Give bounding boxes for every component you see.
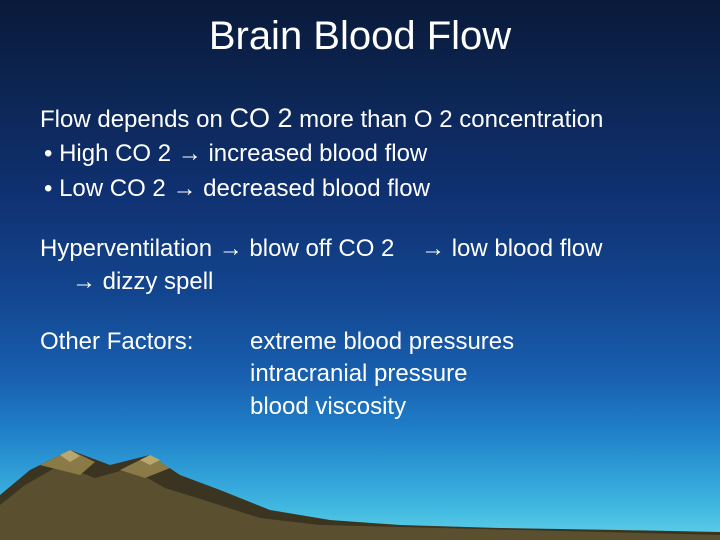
bullet-item: • High CO 2 → increased blood flow xyxy=(40,138,690,170)
factor-item: extreme blood pressures xyxy=(250,326,514,358)
factors-label: Other Factors: xyxy=(40,326,250,423)
mountains-decoration xyxy=(0,420,720,540)
intro-pre: Flow depends on xyxy=(40,106,229,133)
intro-emph: CO 2 xyxy=(229,103,292,133)
intro-line: Flow depends on CO 2 more than O 2 conce… xyxy=(40,100,690,136)
hyper-line-1: Hyperventilation → blow off CO 2 → low b… xyxy=(40,233,690,265)
bullet-item: • Low CO 2 → decreased blood flow xyxy=(40,173,690,205)
intro-paragraph: Flow depends on CO 2 more than O 2 conce… xyxy=(40,100,690,205)
slide-title: Brain Blood Flow xyxy=(0,14,720,59)
hyper-line-2: → dizzy spell xyxy=(40,266,690,298)
slide: Brain Blood Flow Flow depends on CO 2 mo… xyxy=(0,0,720,540)
factors-paragraph: Other Factors: extreme blood pressures i… xyxy=(40,326,690,423)
factor-item: blood viscosity xyxy=(250,391,514,423)
factor-item: intracranial pressure xyxy=(250,358,514,390)
factors-values: extreme blood pressures intracranial pre… xyxy=(250,326,514,423)
hyper-paragraph: Hyperventilation → blow off CO 2 → low b… xyxy=(40,233,690,298)
slide-content: Flow depends on CO 2 more than O 2 conce… xyxy=(40,100,690,451)
intro-post: more than O 2 concentration xyxy=(293,106,604,133)
